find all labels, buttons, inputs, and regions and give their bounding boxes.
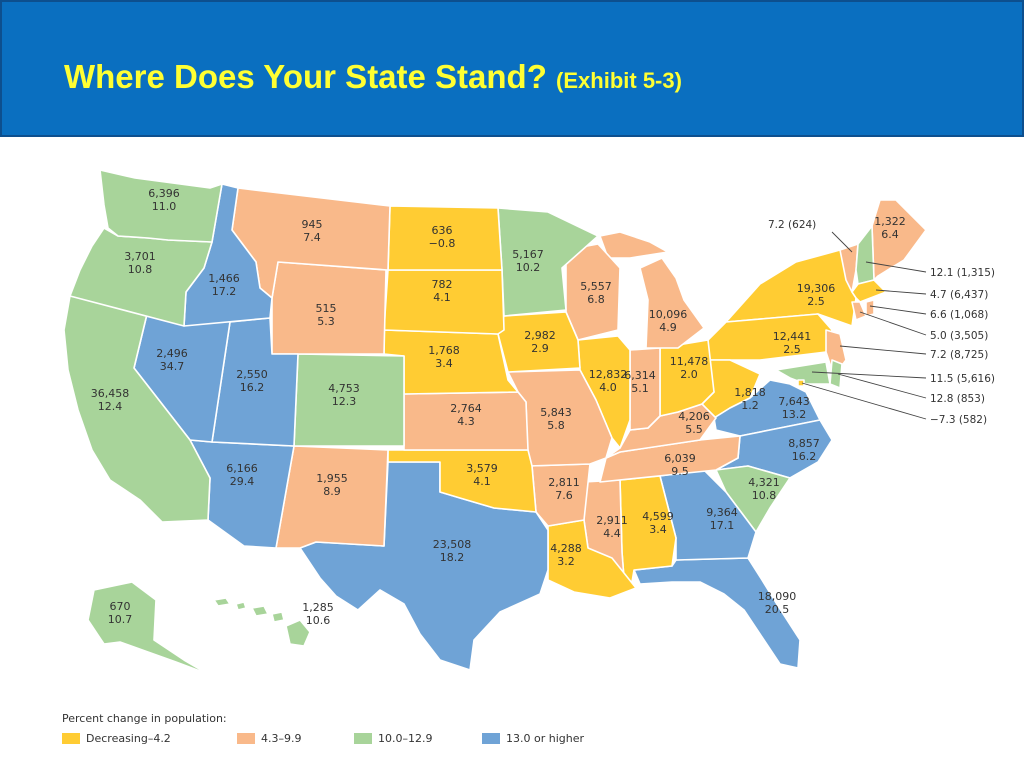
callout-label-vermont: 7.2 (624) (768, 219, 816, 231)
state-virginia (713, 379, 821, 437)
state-label-new-york: 19,306 2.5 (797, 282, 836, 308)
state-label-washington: 6,396 11.0 (148, 187, 180, 213)
state-label-alaska: 670 10.7 (108, 600, 133, 626)
state-label-indiana: 6,314 5.1 (624, 369, 656, 395)
state-nebraska (383, 329, 519, 395)
legend-title: Percent change in population: (62, 712, 227, 725)
callout-label-new-jersey: 7.2 (8,725) (930, 349, 988, 361)
title-main: Where Does Your State Stand? (64, 58, 547, 95)
leader-line-vermont (831, 231, 853, 253)
state-hawaii (213, 597, 311, 647)
state-label-idaho: 1,466 17.2 (208, 272, 240, 298)
leader-line-connecticut (859, 311, 927, 336)
state-label-kansas: 2,764 4.3 (450, 402, 482, 428)
title-subtitle: (Exhibit 5-3) (556, 68, 682, 93)
state-label-louisiana: 4,288 3.2 (550, 542, 582, 568)
state-label-missouri: 5,843 5.8 (540, 406, 572, 432)
leader-line-new-hampshire (865, 261, 927, 273)
state-label-hawaii: 1,285 10.6 (302, 601, 334, 627)
legend-swatch (62, 733, 80, 744)
state-label-oklahoma: 3,579 4.1 (466, 462, 498, 488)
state-massachusetts (851, 279, 887, 303)
callout-label-massachusetts: 4.7 (6,437) (930, 289, 988, 301)
state-label-michigan: 10,096 4.9 (649, 308, 688, 334)
legend-label: 13.0 or higher (506, 732, 585, 745)
callout-label-maryland: 11.5 (5,616) (930, 373, 995, 385)
state-label-colorado: 4,753 12.3 (328, 382, 360, 408)
state-label-texas: 23,508 18.2 (433, 538, 472, 564)
state-wisconsin (565, 243, 621, 341)
state-vermont (839, 243, 859, 293)
state-label-florida: 18,090 20.5 (758, 590, 797, 616)
state-label-california: 36,458 12.4 (91, 387, 130, 413)
slide-title: Where Does Your State Stand? (Exhibit 5-… (64, 58, 682, 96)
state-washington (99, 169, 223, 243)
state-label-north-dakota: 636 −0.8 (429, 224, 456, 250)
state-label-maine: 1,322 6.4 (874, 215, 906, 241)
state-label-nebraska: 1,768 3.4 (428, 344, 460, 370)
callout-label-connecticut: 5.0 (3,505) (930, 330, 988, 342)
state-label-montana: 945 7.4 (302, 218, 323, 244)
state-label-oregon: 3,701 10.8 (124, 250, 156, 276)
state-label-west-virginia: 1,818 1.2 (734, 386, 766, 412)
legend-swatch (482, 733, 500, 744)
leader-line-rhode-island (869, 305, 927, 315)
legend-label: Decreasing–4.2 (86, 732, 171, 745)
state-label-ohio: 11,478 2.0 (670, 355, 709, 381)
legend-label: 4.3–9.9 (261, 732, 302, 745)
state-district-of-columbia (797, 379, 805, 387)
leader-line-delaware (837, 373, 927, 399)
state-new-hampshire (855, 225, 875, 285)
state-oklahoma (387, 449, 537, 513)
legend-swatch (237, 733, 255, 744)
state-label-nevada: 2,496 34.7 (156, 347, 188, 373)
state-label-alabama: 4,599 3.4 (642, 510, 674, 536)
us-population-map: 6,396 11.0 3,701 10.8 36,458 12.4 1,466 17.2 2,4… (63, 169, 995, 675)
legend-swatch (354, 733, 372, 744)
leader-line-massachusetts (875, 289, 927, 295)
state-maryland (775, 361, 831, 385)
state-connecticut (851, 301, 867, 321)
leader-line-district-of-columbia (801, 382, 927, 420)
state-label-arizona: 6,166 29.4 (226, 462, 258, 488)
state-label-tennessee: 6,039 9.5 (664, 452, 696, 478)
state-label-south-dakota: 782 4.1 (432, 278, 453, 304)
slide-header: Where Does Your State Stand? (Exhibit 5-… (0, 0, 1024, 137)
state-label-iowa: 2,982 2.9 (524, 329, 556, 355)
state-label-new-mexico: 1,955 8.9 (316, 472, 348, 498)
state-label-georgia: 9,364 17.1 (706, 506, 738, 532)
state-delaware (829, 359, 843, 389)
state-rhode-island (865, 299, 875, 317)
state-label-minnesota: 5,167 10.2 (512, 248, 544, 274)
state-label-mississippi: 2,911 4.4 (596, 514, 628, 540)
state-label-kentucky: 4,206 5.5 (678, 410, 710, 436)
state-alaska (87, 581, 209, 675)
state-label-arkansas: 2,811 7.6 (548, 476, 580, 502)
state-california (63, 295, 211, 523)
state-label-pennsylvania: 12,441 2.5 (773, 330, 812, 356)
state-label-illinois: 12,832 4.0 (589, 368, 628, 394)
leader-line-new-jersey (839, 345, 927, 355)
legend-label: 10.0–12.9 (378, 732, 433, 745)
state-label-utah: 2,550 16.2 (236, 368, 268, 394)
state-label-virginia: 7,643 13.2 (778, 395, 810, 421)
state-label-wisconsin: 5,557 6.8 (580, 280, 612, 306)
state-label-south-carolina: 4,321 10.8 (748, 476, 780, 502)
leader-line-maryland (811, 371, 927, 379)
callout-label-new-hampshire: 12.1 (1,315) (930, 267, 995, 279)
state-maine (871, 199, 927, 281)
state-label-north-carolina: 8,857 16.2 (788, 437, 820, 463)
callout-label-rhode-island: 6.6 (1,068) (930, 309, 988, 321)
callout-label-delaware: 12.8 (853) (930, 393, 985, 405)
callout-label-district-of-columbia: −7.3 (582) (930, 414, 987, 426)
state-new-york (725, 249, 857, 327)
state-label-wyoming: 515 5.3 (316, 302, 337, 328)
